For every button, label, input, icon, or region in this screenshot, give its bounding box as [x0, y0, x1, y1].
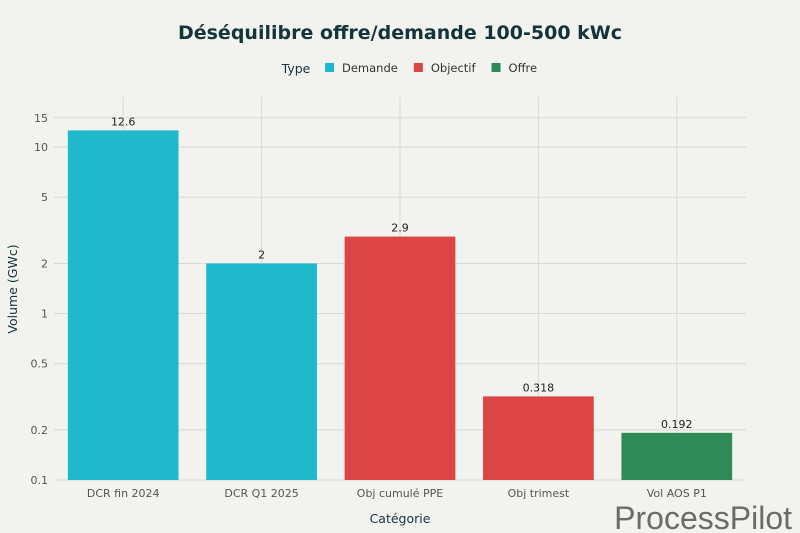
watermark-logo: ProcessPilot [614, 500, 792, 533]
y-tick-label: 0.2 [31, 424, 49, 437]
data-label: 2 [258, 248, 265, 261]
y-tick-label: 1 [41, 308, 48, 321]
bar [206, 263, 317, 480]
data-label: 12.6 [111, 115, 136, 128]
legend-label: Objectif [431, 61, 477, 75]
legend: Type Demande Objectif Offre [281, 61, 537, 76]
y-tick-label: 5 [41, 191, 48, 204]
bars: 12.6 2 2.9 0.318 0.192 [67, 115, 733, 480]
x-tick-label: DCR Q1 2025 [224, 487, 298, 500]
y-axis-label: Volume (GWc) [5, 244, 20, 333]
x-tick-label: Obj trimest [508, 487, 570, 500]
y-tick-label: 2 [41, 257, 48, 270]
y-tick-label: 0.5 [31, 358, 49, 371]
x-tick-label: Vol AOS P1 [647, 487, 707, 500]
y-tick-label: 0.1 [31, 474, 49, 487]
data-label: 2.9 [391, 222, 409, 235]
bar [483, 396, 594, 480]
legend-swatch [413, 63, 423, 72]
legend-title: Type [281, 61, 311, 76]
x-axis-label: Catégorie [370, 511, 431, 526]
y-tick-label: 15 [34, 112, 48, 125]
chart-title: Déséquilibre offre/demande 100-500 kWc [178, 22, 622, 44]
bar [67, 130, 179, 480]
data-label: 0.318 [523, 381, 555, 394]
data-label: 0.192 [661, 418, 693, 431]
y-tick-label: 10 [34, 141, 48, 154]
legend-label: Demande [342, 61, 398, 75]
legend-swatch [491, 63, 501, 72]
x-tick-label: Obj cumulé PPE [357, 487, 443, 500]
bar [621, 432, 733, 480]
x-tick-label: DCR fin 2024 [87, 487, 160, 500]
legend-label: Offre [509, 61, 538, 75]
bar [344, 236, 456, 480]
legend-swatch [325, 63, 334, 72]
